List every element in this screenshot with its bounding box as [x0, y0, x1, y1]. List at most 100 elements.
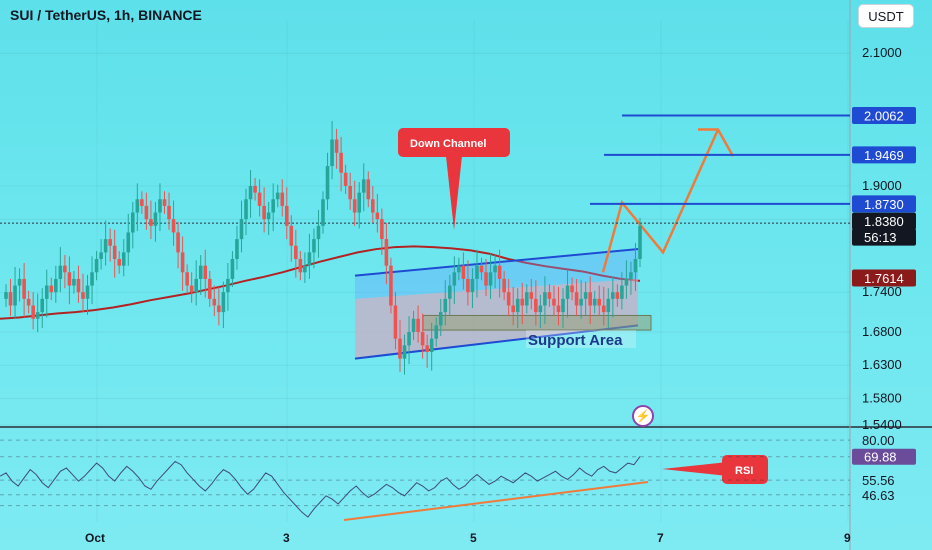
- price-badge-label: 2.0062: [864, 108, 904, 123]
- candle-body: [543, 292, 547, 306]
- candle-body: [633, 259, 638, 273]
- candle-body: [63, 265, 67, 273]
- candle-body: [606, 298, 611, 313]
- price-badge: [852, 195, 916, 213]
- candle-body: [615, 292, 620, 299]
- candle-body: [67, 272, 72, 286]
- symbol-title: SUI / TetherUS, 1h, BINANCE: [10, 7, 202, 23]
- candle-body: [520, 298, 525, 306]
- candle-body: [552, 298, 556, 306]
- candle-body: [425, 345, 429, 352]
- support-area-box: [422, 314, 652, 331]
- candle-body: [108, 239, 112, 246]
- candle-body: [194, 278, 198, 293]
- candle-body: [629, 272, 633, 279]
- candle-body: [429, 338, 434, 352]
- candle-body: [13, 285, 17, 306]
- candle-body: [131, 212, 135, 233]
- candle-body: [497, 265, 502, 279]
- candle-body: [262, 205, 266, 220]
- rsi-callout-label: RSI: [735, 465, 753, 477]
- price-tick-label: 1.9000: [862, 178, 902, 193]
- candle-body: [384, 239, 389, 266]
- candle-body: [357, 192, 362, 213]
- moving-average-layer: [0, 245, 641, 320]
- candle-body: [149, 219, 153, 226]
- candle-body: [85, 285, 90, 299]
- currency-button[interactable]: USDT: [858, 4, 914, 28]
- candle-body: [511, 305, 515, 313]
- candle-body: [72, 278, 76, 286]
- candle-body: [230, 259, 235, 279]
- candle-body: [524, 292, 529, 306]
- candle-body: [592, 298, 597, 306]
- candle-body: [565, 285, 570, 299]
- candle-body: [162, 199, 167, 206]
- candle-body: [407, 332, 411, 346]
- candle-body: [493, 265, 497, 273]
- candle-body: [248, 185, 253, 200]
- candle-body: [515, 298, 520, 313]
- rsi-trendline: [343, 481, 649, 521]
- candle-body: [112, 245, 117, 260]
- price-badge-label: 1.9469: [864, 148, 904, 163]
- candle-body: [312, 239, 316, 253]
- candle-body: [434, 325, 439, 339]
- moving-average-line: [0, 245, 641, 320]
- candle-body: [529, 292, 534, 299]
- candle-body: [167, 205, 171, 220]
- price-axis: 2.10001.90001.85001.74001.68001.63001.58…: [85, 45, 916, 545]
- candle-body: [438, 312, 443, 326]
- candle-body: [207, 278, 212, 299]
- candle-body: [361, 179, 366, 193]
- projection-arrow: [601, 129, 720, 273]
- candle-body: [380, 219, 384, 240]
- candle-body: [198, 265, 203, 279]
- candle-body: [180, 252, 185, 273]
- price-tick-label: 1.6300: [862, 357, 902, 372]
- candle-body: [144, 205, 149, 220]
- candle-body: [239, 219, 244, 240]
- price-badge: [852, 269, 916, 287]
- candle-body: [452, 272, 457, 286]
- candle-body: [94, 259, 99, 273]
- rsi-pointer: [662, 462, 728, 476]
- candle-body: [121, 252, 126, 266]
- candle-body: [398, 338, 402, 359]
- candle-body: [54, 278, 58, 293]
- candle-body: [294, 245, 298, 260]
- candle-body: [280, 192, 285, 206]
- candle-body: [506, 292, 511, 306]
- candle-body: [40, 298, 45, 313]
- candle-body: [26, 298, 31, 306]
- candle-body: [99, 252, 103, 260]
- candle-body: [4, 292, 8, 299]
- drawing-overlays: Support Area Down Channel RSI: [0, 114, 850, 484]
- price-tick-label: 2.1000: [862, 45, 902, 60]
- candle-body: [420, 332, 425, 346]
- rsi-pane: [0, 439, 850, 521]
- candle-body: [583, 292, 588, 299]
- candle-body: [217, 305, 221, 313]
- candle-body: [266, 212, 271, 220]
- candle-body: [348, 185, 352, 200]
- candle-body: [90, 272, 94, 286]
- lightning-icon[interactable]: ⚡: [632, 405, 654, 427]
- candle-body: [117, 259, 122, 266]
- candle-body: [307, 252, 312, 266]
- candle-body: [343, 172, 348, 186]
- candle-body: [488, 272, 493, 286]
- candle-body: [321, 199, 325, 226]
- candle-body: [298, 259, 303, 273]
- candle-body: [76, 278, 81, 293]
- price-badge-label: 1.8730: [864, 197, 904, 212]
- candle-body: [185, 272, 189, 286]
- price-badge: [852, 106, 916, 124]
- candle-body: [325, 166, 330, 200]
- candles-layer: [4, 120, 642, 375]
- candle-body: [339, 152, 343, 173]
- candle-body: [31, 305, 35, 319]
- candle-body: [479, 265, 484, 273]
- candle-body: [538, 305, 543, 313]
